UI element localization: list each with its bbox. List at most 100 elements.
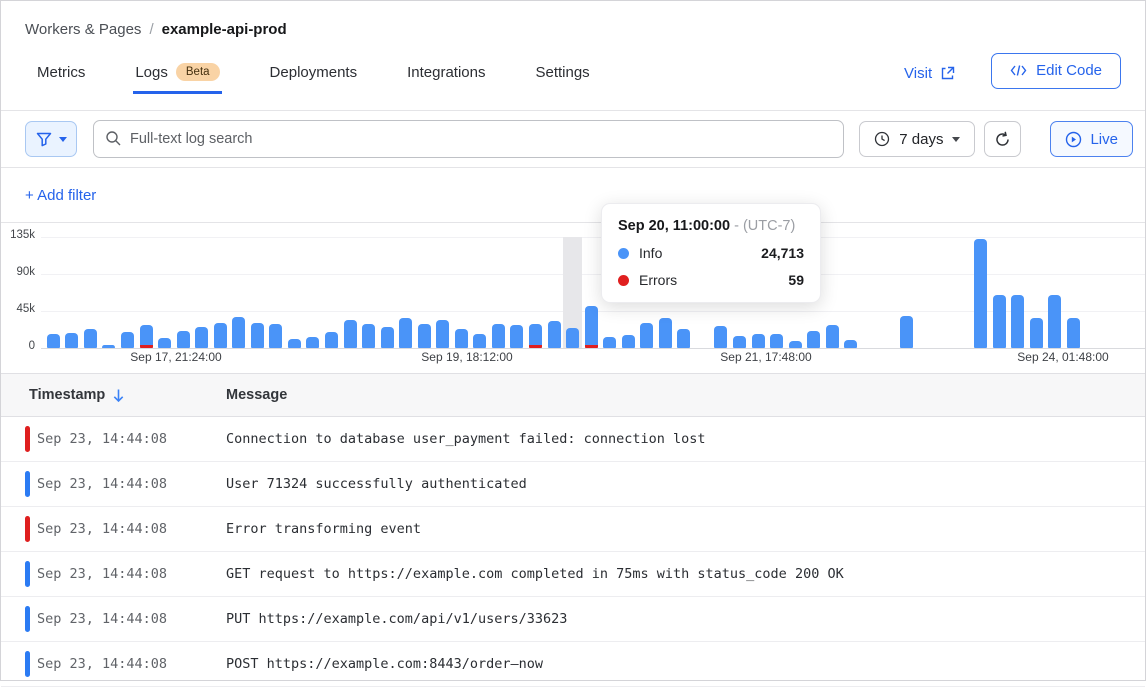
log-row[interactable]: Sep 23, 14:44:08 POST https://example.com…	[1, 642, 1145, 687]
chart-bar[interactable]	[733, 335, 746, 348]
chart-bar[interactable]	[510, 325, 524, 348]
chart-bar[interactable]	[1011, 295, 1025, 348]
chart-bar[interactable]	[46, 334, 60, 348]
log-row[interactable]: Sep 23, 14:44:08 Error transforming event	[1, 507, 1145, 552]
chart-bar[interactable]	[454, 329, 468, 348]
chart-bar[interactable]	[770, 334, 784, 348]
chart-bar[interactable]	[566, 327, 580, 348]
tooltip-errors-label: Errors	[639, 272, 678, 288]
chart-bar[interactable]	[250, 322, 264, 348]
log-row[interactable]: Sep 23, 14:44:08 User 71324 successfully …	[1, 462, 1145, 507]
tab-deployments[interactable]: Deployments	[269, 63, 358, 81]
chart-bar-slot	[174, 237, 193, 348]
chart-bar[interactable]	[621, 334, 635, 348]
chart-bar[interactable]	[658, 318, 672, 348]
chart-bar-slot	[489, 237, 508, 348]
severity-indicator-info	[25, 651, 30, 677]
chart-bar[interactable]	[677, 329, 691, 348]
chart-bar[interactable]	[195, 327, 209, 348]
chart-bar[interactable]	[343, 320, 357, 348]
chart-bar[interactable]	[417, 324, 431, 348]
tab-metrics[interactable]: Metrics	[37, 63, 86, 81]
table-body: Sep 23, 14:44:08 Connection to database u…	[1, 417, 1145, 687]
search-input[interactable]	[93, 120, 845, 158]
chart-bar[interactable]	[974, 238, 988, 348]
time-range-button[interactable]: 7 days	[859, 121, 976, 157]
chart-bar[interactable]	[473, 334, 487, 348]
y-axis-label: 0	[28, 340, 35, 352]
column-header-timestamp[interactable]: Timestamp	[1, 387, 226, 403]
chart-bar[interactable]	[232, 316, 246, 348]
tab-settings[interactable]: Settings	[535, 63, 590, 81]
chart-bar[interactable]	[102, 344, 116, 348]
chart-bar-slot	[897, 237, 916, 348]
breadcrumb: Workers & Pages / example-api-prod	[25, 21, 1121, 38]
chart-bar[interactable]	[436, 320, 450, 348]
breadcrumb-separator: /	[149, 21, 154, 38]
log-row[interactable]: Sep 23, 14:44:08 Connection to database u…	[1, 417, 1145, 462]
refresh-icon	[996, 131, 1010, 146]
filter-dropdown-button[interactable]	[25, 121, 77, 157]
chart-bar[interactable]	[844, 339, 858, 348]
chart-bar[interactable]	[603, 337, 617, 348]
add-filter-button[interactable]: + Add filter	[25, 186, 97, 204]
visit-link[interactable]: Visit	[904, 65, 955, 82]
chart-bar[interactable]	[83, 329, 97, 348]
chart-bar[interactable]	[287, 339, 301, 348]
chart-bar[interactable]	[714, 325, 728, 348]
chart-bar[interactable]	[547, 320, 561, 348]
chart-bar-slot	[786, 237, 805, 348]
severity-indicator-info	[25, 561, 30, 587]
chart-bar[interactable]	[306, 337, 320, 348]
live-button[interactable]: Live	[1050, 121, 1133, 157]
chart-bar[interactable]	[751, 334, 765, 348]
chart-bar[interactable]	[139, 325, 153, 348]
chart-bar[interactable]	[362, 324, 376, 348]
tab-integrations[interactable]: Integrations	[407, 63, 486, 81]
chart-bar[interactable]	[380, 326, 394, 348]
chart-bar[interactable]	[491, 324, 505, 348]
chart-bar[interactable]	[213, 322, 227, 348]
chart-bar[interactable]	[807, 330, 821, 348]
breadcrumb-section[interactable]: Workers & Pages	[25, 21, 142, 38]
tooltip-title: Sep 20, 11:00:00 - (UTC-7)	[618, 218, 796, 234]
gridline	[41, 274, 1145, 275]
external-link-icon	[941, 66, 955, 80]
y-axis-label: 135k	[10, 229, 35, 241]
chart-bar-slot	[842, 237, 861, 348]
chart-bar[interactable]	[788, 340, 802, 348]
chart-bar[interactable]	[899, 315, 913, 348]
log-row[interactable]: Sep 23, 14:44:08 GET request to https://e…	[1, 552, 1145, 597]
chart-bar[interactable]	[640, 322, 654, 348]
chart-bar[interactable]	[825, 325, 839, 348]
chart-bar[interactable]	[1029, 317, 1043, 348]
chart-bar-slot	[285, 237, 304, 348]
chart-bar-slot	[63, 237, 82, 348]
chart-bar[interactable]	[528, 324, 542, 348]
chart-bar[interactable]	[269, 324, 283, 348]
chart-bar-slot	[730, 237, 749, 348]
chart-bar-slot	[749, 237, 768, 348]
chart-bar[interactable]	[324, 332, 338, 348]
tab-logs[interactable]: Logs Beta	[133, 53, 222, 94]
chevron-down-icon	[952, 136, 961, 142]
chart-bar[interactable]	[1066, 317, 1080, 348]
chart-bar-slot	[916, 237, 935, 348]
chart-bar-slot	[823, 237, 842, 348]
live-label: Live	[1090, 130, 1118, 148]
clock-icon	[875, 131, 890, 147]
chart-bar[interactable]	[584, 306, 598, 348]
chart-bar-slot	[600, 237, 619, 348]
chart-bar[interactable]	[120, 331, 134, 348]
chart-bar[interactable]	[399, 318, 413, 348]
log-row[interactable]: Sep 23, 14:44:08 PUT https://example.com/…	[1, 597, 1145, 642]
refresh-button[interactable]	[984, 121, 1022, 157]
chart-bar[interactable]	[992, 295, 1006, 348]
chart-bar[interactable]	[176, 330, 190, 348]
chart-bar[interactable]	[1048, 295, 1062, 348]
chart-bar-slot	[582, 237, 601, 348]
edit-code-button[interactable]: Edit Code	[991, 52, 1121, 89]
chart-bar[interactable]	[65, 333, 79, 348]
chart-bar[interactable]	[158, 338, 172, 348]
chevron-down-icon	[58, 136, 67, 142]
